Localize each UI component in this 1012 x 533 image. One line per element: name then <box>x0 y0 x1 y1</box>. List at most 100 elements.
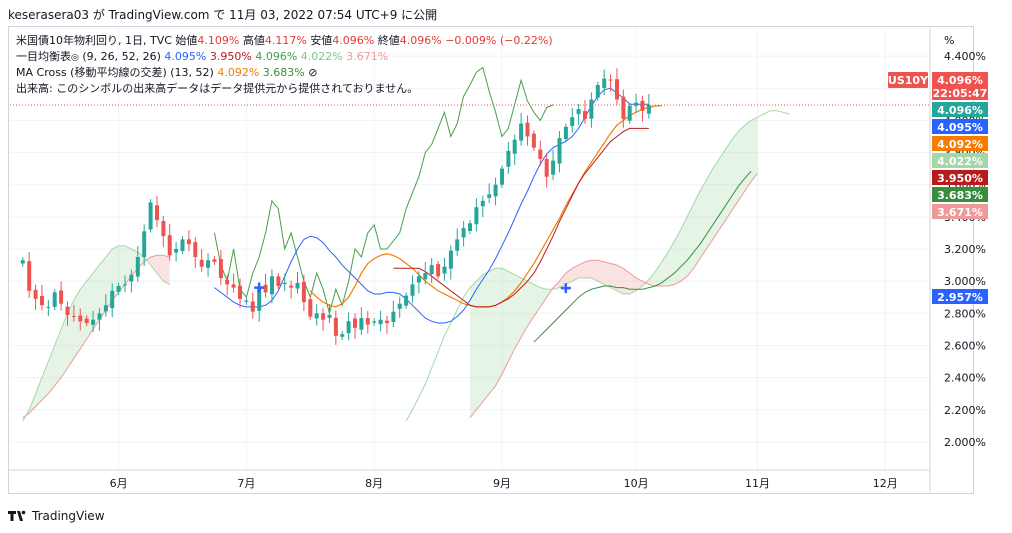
visibility-icon[interactable]: ◎ <box>71 53 79 63</box>
candle-body <box>621 96 626 119</box>
close-value: 4.096% <box>399 34 442 47</box>
kumo-cloud-segment <box>616 265 624 295</box>
candle-body <box>397 303 402 309</box>
x-tick-label: 12月 <box>873 477 898 490</box>
candle-body <box>531 133 536 148</box>
candle-body <box>512 139 517 154</box>
ma-slow-line <box>533 170 752 343</box>
kijun-value: 3.950% <box>209 50 252 63</box>
kumo-cloud-segment <box>597 260 605 285</box>
price-label-last <box>932 72 988 100</box>
ma-cross-marker <box>254 282 265 293</box>
span-b-line <box>469 172 758 419</box>
kumo-cloud-segment <box>54 329 62 386</box>
symbol-badge-text: US10Y <box>888 74 929 87</box>
candle-body <box>218 259 223 278</box>
candle-body <box>231 284 236 288</box>
candle-body <box>506 150 511 167</box>
candle-body <box>563 126 568 139</box>
candle-body <box>359 318 364 330</box>
kumo-cloud-segment <box>540 287 547 307</box>
candle-body <box>289 285 294 288</box>
kumo-cloud-segment <box>719 149 726 230</box>
candle-body <box>583 111 587 119</box>
legend-symbol-row[interactable]: 米国債10年物利回り, 1日, TVC 始値4.109% 高値4.117% 安値… <box>16 33 553 49</box>
price-label-countdown: 22:05:47 <box>933 87 988 100</box>
candle-body <box>378 319 383 325</box>
tenkan-line <box>214 87 649 324</box>
legend-volume-row: 出来高: このシンボルの出来高データはデータ提供元から提供されておりません。 <box>16 82 419 95</box>
candle-body <box>295 282 300 289</box>
candle-body <box>276 276 281 286</box>
kumo-cloud-segment <box>559 273 566 288</box>
kumo-cloud-segment <box>738 125 745 201</box>
candle-body <box>116 286 121 292</box>
candle-body <box>468 223 472 231</box>
span-b-value: 3.671% <box>346 50 389 63</box>
ichimoku-params: (9, 26, 52, 26) <box>82 50 161 63</box>
candle-body <box>52 292 57 307</box>
x-tick-label: 8月 <box>365 477 383 490</box>
price-label-text-ma_fast: 4.092% <box>937 138 983 151</box>
candle-body <box>142 231 147 257</box>
kumo-cloud-segment <box>163 255 170 285</box>
candle-body <box>270 276 274 295</box>
kumo-cloud-segment <box>86 273 94 340</box>
candle-body <box>525 122 530 137</box>
candle-body <box>167 235 172 256</box>
hidden-icon[interactable]: ⊘ <box>308 66 318 79</box>
candle-body <box>365 318 370 325</box>
kumo-cloud-segment <box>668 240 675 286</box>
high-label: 高値 <box>242 34 265 47</box>
candle-body <box>627 105 632 121</box>
kumo-cloud-segment <box>482 271 490 402</box>
symbol-name: 米国債10年物利回り, 1日, TVC <box>16 34 172 47</box>
candle-body <box>155 205 159 221</box>
footer: TradingView <box>8 509 105 523</box>
candle-body <box>589 99 594 119</box>
chikou-span-line <box>213 66 554 316</box>
ichimoku-name: 一目均衡表 <box>16 50 71 63</box>
kumo-cloud-segment <box>680 216 688 282</box>
kumo-cloud-segment <box>674 229 681 285</box>
candle-body <box>416 276 421 283</box>
candle-body <box>615 79 619 100</box>
open-value: 4.109% <box>197 34 240 47</box>
candle-body <box>46 306 51 308</box>
candle-body <box>33 289 38 299</box>
ma-cross-name: MA Cross (移動平均線の交差) <box>16 66 167 79</box>
legend-ma-row[interactable]: MA Cross (移動平均線の交差) (13, 52) 4.092% 3.68… <box>16 65 553 81</box>
kumo-cloud-segment <box>706 168 713 249</box>
x-tick-label: 10月 <box>624 477 649 490</box>
span-b-line-early <box>22 254 170 419</box>
y-tick-label: 4.400% <box>944 50 986 63</box>
candle-body <box>263 284 268 293</box>
ma-cross-params: (13, 52) <box>170 66 214 79</box>
candle-body <box>174 249 179 253</box>
close-label: 終値 <box>377 34 400 47</box>
candle-body <box>250 301 255 312</box>
candle-body <box>436 264 441 277</box>
candle-body <box>570 117 575 126</box>
candle-body <box>244 300 249 302</box>
candle-body <box>595 85 600 98</box>
price-label-kijun <box>932 170 988 185</box>
legend-ichimoku-row[interactable]: 一目均衡表◎ (9, 26, 52, 26) 4.095% 3.950% 4.0… <box>16 49 553 65</box>
candle-body <box>206 260 211 268</box>
candle-body <box>519 123 524 141</box>
kumo-cloud-segment <box>489 268 496 394</box>
candle-body <box>429 265 434 275</box>
candle-body <box>148 202 153 230</box>
candle-body <box>301 281 306 303</box>
kumo-cloud-segment <box>35 377 42 407</box>
candle-body <box>238 285 242 299</box>
y-tick-label: 2.000% <box>944 436 986 449</box>
y-unit-label: % <box>944 34 954 47</box>
kumo-cloud-segment <box>41 361 49 401</box>
span-a-value: 4.022% <box>300 50 343 63</box>
kumo-cloud-segment <box>636 277 643 291</box>
candle-body <box>212 259 217 262</box>
candle-body <box>71 315 76 317</box>
price-label-text-span_b: 3.671% <box>937 206 983 219</box>
